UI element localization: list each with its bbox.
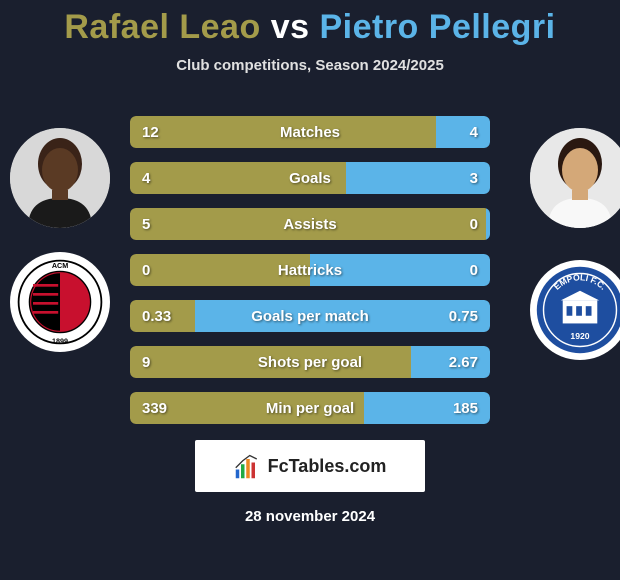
date-text: 28 november 2024 — [0, 508, 620, 525]
stat-label: Goals — [130, 162, 490, 194]
player2-name: Pietro Pellegri — [319, 8, 555, 46]
stat-label: Hattricks — [130, 254, 490, 286]
person-icon — [10, 128, 110, 228]
player2-club-badge: EMPOLI F.C. 1920 — [530, 260, 620, 360]
stats-container: 124Matches 43Goals 50Assists 00Hattricks 0.3… — [130, 116, 490, 438]
vs-text: vs — [271, 8, 310, 46]
player2-avatar — [530, 128, 620, 228]
brand-box: FcTables.com — [195, 440, 425, 492]
club-badge-icon: ACM 1899 — [15, 257, 105, 347]
player1-avatar — [10, 128, 110, 228]
stat-label: Matches — [130, 116, 490, 148]
subtitle: Club competitions, Season 2024/2025 — [0, 57, 620, 74]
comparison-title: Rafael Leao vs Pietro Pellegri — [0, 0, 620, 47]
stat-row: 92.67Shots per goal — [130, 346, 490, 378]
stat-row: 0.330.75Goals per match — [130, 300, 490, 332]
svg-text:ACM: ACM — [52, 261, 68, 270]
stat-row: 50Assists — [130, 208, 490, 240]
stat-row: 00Hattricks — [130, 254, 490, 286]
stat-row: 339185Min per goal — [130, 392, 490, 424]
person-icon — [530, 128, 620, 228]
svg-text:1920: 1920 — [570, 331, 589, 341]
brand-text: FcTables.com — [268, 456, 387, 477]
player1-name: Rafael Leao — [64, 8, 260, 46]
stat-row: 124Matches — [130, 116, 490, 148]
chart-icon — [234, 452, 262, 480]
stat-label: Goals per match — [130, 300, 490, 332]
stat-label: Shots per goal — [130, 346, 490, 378]
stat-label: Min per goal — [130, 392, 490, 424]
stat-label: Assists — [130, 208, 490, 240]
club-badge-icon: EMPOLI F.C. 1920 — [532, 262, 620, 358]
stat-row: 43Goals — [130, 162, 490, 194]
player1-club-badge: ACM 1899 — [10, 252, 110, 352]
svg-text:1899: 1899 — [52, 336, 68, 345]
